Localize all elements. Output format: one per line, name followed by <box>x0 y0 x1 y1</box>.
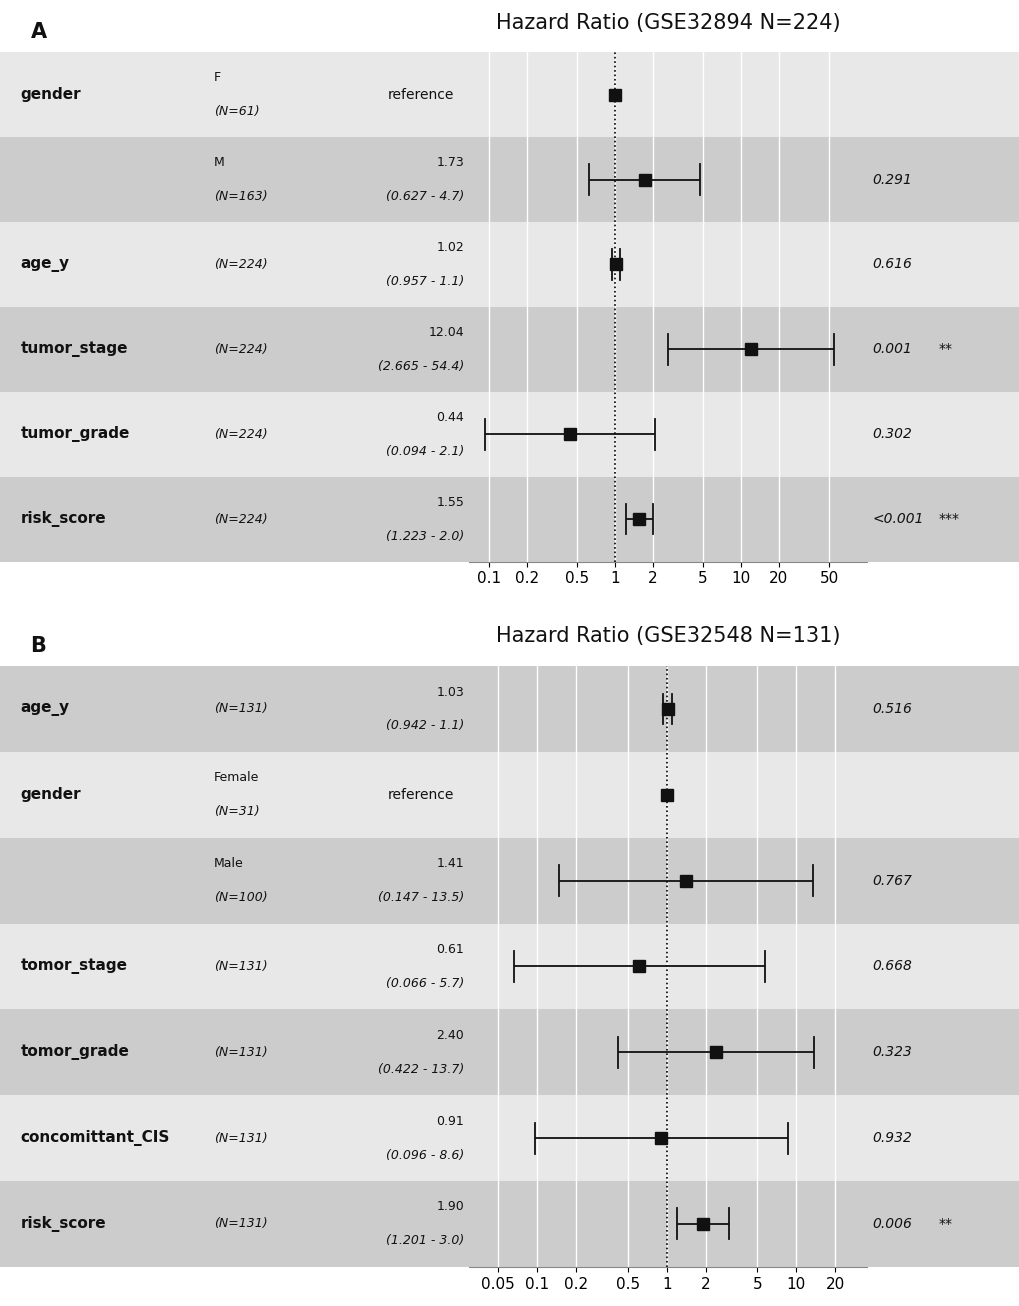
Text: 1.02: 1.02 <box>436 242 464 253</box>
Bar <box>0 392 1019 477</box>
Bar <box>0 52 1019 137</box>
Text: (N=131): (N=131) <box>214 1131 268 1144</box>
Text: 1.90: 1.90 <box>436 1200 464 1213</box>
Text: A: A <box>31 22 47 42</box>
Text: gender: gender <box>20 88 81 102</box>
Text: 0.668: 0.668 <box>871 960 911 973</box>
Text: 1.41: 1.41 <box>436 857 464 870</box>
Text: 2.40: 2.40 <box>436 1029 464 1042</box>
Text: age_y: age_y <box>20 701 69 717</box>
Text: (0.627 - 4.7): (0.627 - 4.7) <box>385 191 464 202</box>
Text: (N=224): (N=224) <box>214 259 268 270</box>
Bar <box>0 923 1019 1010</box>
Text: (N=100): (N=100) <box>214 891 268 904</box>
Text: (0.066 - 5.7): (0.066 - 5.7) <box>385 977 464 990</box>
Text: gender: gender <box>20 788 81 802</box>
Text: (0.942 - 1.1): (0.942 - 1.1) <box>385 720 464 733</box>
Text: 0.932: 0.932 <box>871 1131 911 1145</box>
Text: Hazard Ratio (GSE32894 N=224): Hazard Ratio (GSE32894 N=224) <box>495 13 840 33</box>
Text: (1.223 - 2.0): (1.223 - 2.0) <box>385 530 464 542</box>
Text: 0.001: 0.001 <box>871 342 911 357</box>
Text: 0.44: 0.44 <box>436 411 464 423</box>
Text: Hazard Ratio (GSE32548 N=131): Hazard Ratio (GSE32548 N=131) <box>495 627 840 646</box>
Bar <box>0 222 1019 307</box>
Text: 0.616: 0.616 <box>871 257 911 272</box>
Text: <0.001: <0.001 <box>871 512 922 526</box>
Bar <box>0 137 1019 222</box>
Text: B: B <box>31 636 47 656</box>
Text: (N=131): (N=131) <box>214 1217 268 1230</box>
Text: (N=163): (N=163) <box>214 191 268 202</box>
Text: 0.516: 0.516 <box>871 701 911 716</box>
Text: (2.665 - 54.4): (2.665 - 54.4) <box>377 360 464 372</box>
Text: tomor_stage: tomor_stage <box>20 959 127 974</box>
Text: reference: reference <box>387 788 453 802</box>
Text: F: F <box>214 72 221 84</box>
Text: (0.147 - 13.5): (0.147 - 13.5) <box>377 891 464 904</box>
Text: (0.096 - 8.6): (0.096 - 8.6) <box>385 1148 464 1161</box>
Text: 1.03: 1.03 <box>436 686 464 699</box>
Bar <box>0 307 1019 392</box>
Text: 12.04: 12.04 <box>428 326 464 338</box>
Text: (0.957 - 1.1): (0.957 - 1.1) <box>385 276 464 287</box>
Text: 0.61: 0.61 <box>436 943 464 956</box>
Text: 0.006: 0.006 <box>871 1217 911 1232</box>
Text: 0.767: 0.767 <box>871 874 911 888</box>
Text: ***: *** <box>937 512 959 526</box>
Bar <box>0 752 1019 837</box>
Text: (N=61): (N=61) <box>214 106 260 118</box>
Text: 0.291: 0.291 <box>871 172 911 187</box>
Bar <box>0 1181 1019 1267</box>
Text: tomor_grade: tomor_grade <box>20 1045 129 1060</box>
Text: (N=224): (N=224) <box>214 343 268 355</box>
Text: (N=131): (N=131) <box>214 1046 268 1059</box>
Bar <box>0 1010 1019 1096</box>
Text: (1.201 - 3.0): (1.201 - 3.0) <box>385 1234 464 1247</box>
Text: concomittant_CIS: concomittant_CIS <box>20 1130 169 1147</box>
Bar <box>0 666 1019 752</box>
Text: Female: Female <box>214 772 259 785</box>
Text: **: ** <box>937 1217 952 1232</box>
Text: (N=131): (N=131) <box>214 703 268 716</box>
Text: (N=224): (N=224) <box>214 428 268 440</box>
Text: 0.302: 0.302 <box>871 427 911 441</box>
Text: risk_score: risk_score <box>20 511 106 528</box>
Text: tumor_stage: tumor_stage <box>20 342 127 357</box>
Text: **: ** <box>937 342 952 357</box>
Text: age_y: age_y <box>20 257 69 272</box>
Text: (0.094 - 2.1): (0.094 - 2.1) <box>385 444 464 457</box>
Text: M: M <box>214 157 225 170</box>
Text: 1.55: 1.55 <box>436 496 464 509</box>
Text: Male: Male <box>214 857 244 870</box>
Bar <box>0 477 1019 562</box>
Text: 1.73: 1.73 <box>436 157 464 170</box>
Text: (N=224): (N=224) <box>214 513 268 525</box>
Text: tumor_grade: tumor_grade <box>20 426 129 443</box>
Bar <box>0 1096 1019 1181</box>
Text: 0.323: 0.323 <box>871 1045 911 1059</box>
Text: (N=31): (N=31) <box>214 806 260 819</box>
Text: (0.422 - 13.7): (0.422 - 13.7) <box>377 1063 464 1076</box>
Bar <box>0 837 1019 923</box>
Text: (N=131): (N=131) <box>214 960 268 973</box>
Text: reference: reference <box>387 88 453 102</box>
Text: risk_score: risk_score <box>20 1216 106 1232</box>
Text: 0.91: 0.91 <box>436 1114 464 1127</box>
